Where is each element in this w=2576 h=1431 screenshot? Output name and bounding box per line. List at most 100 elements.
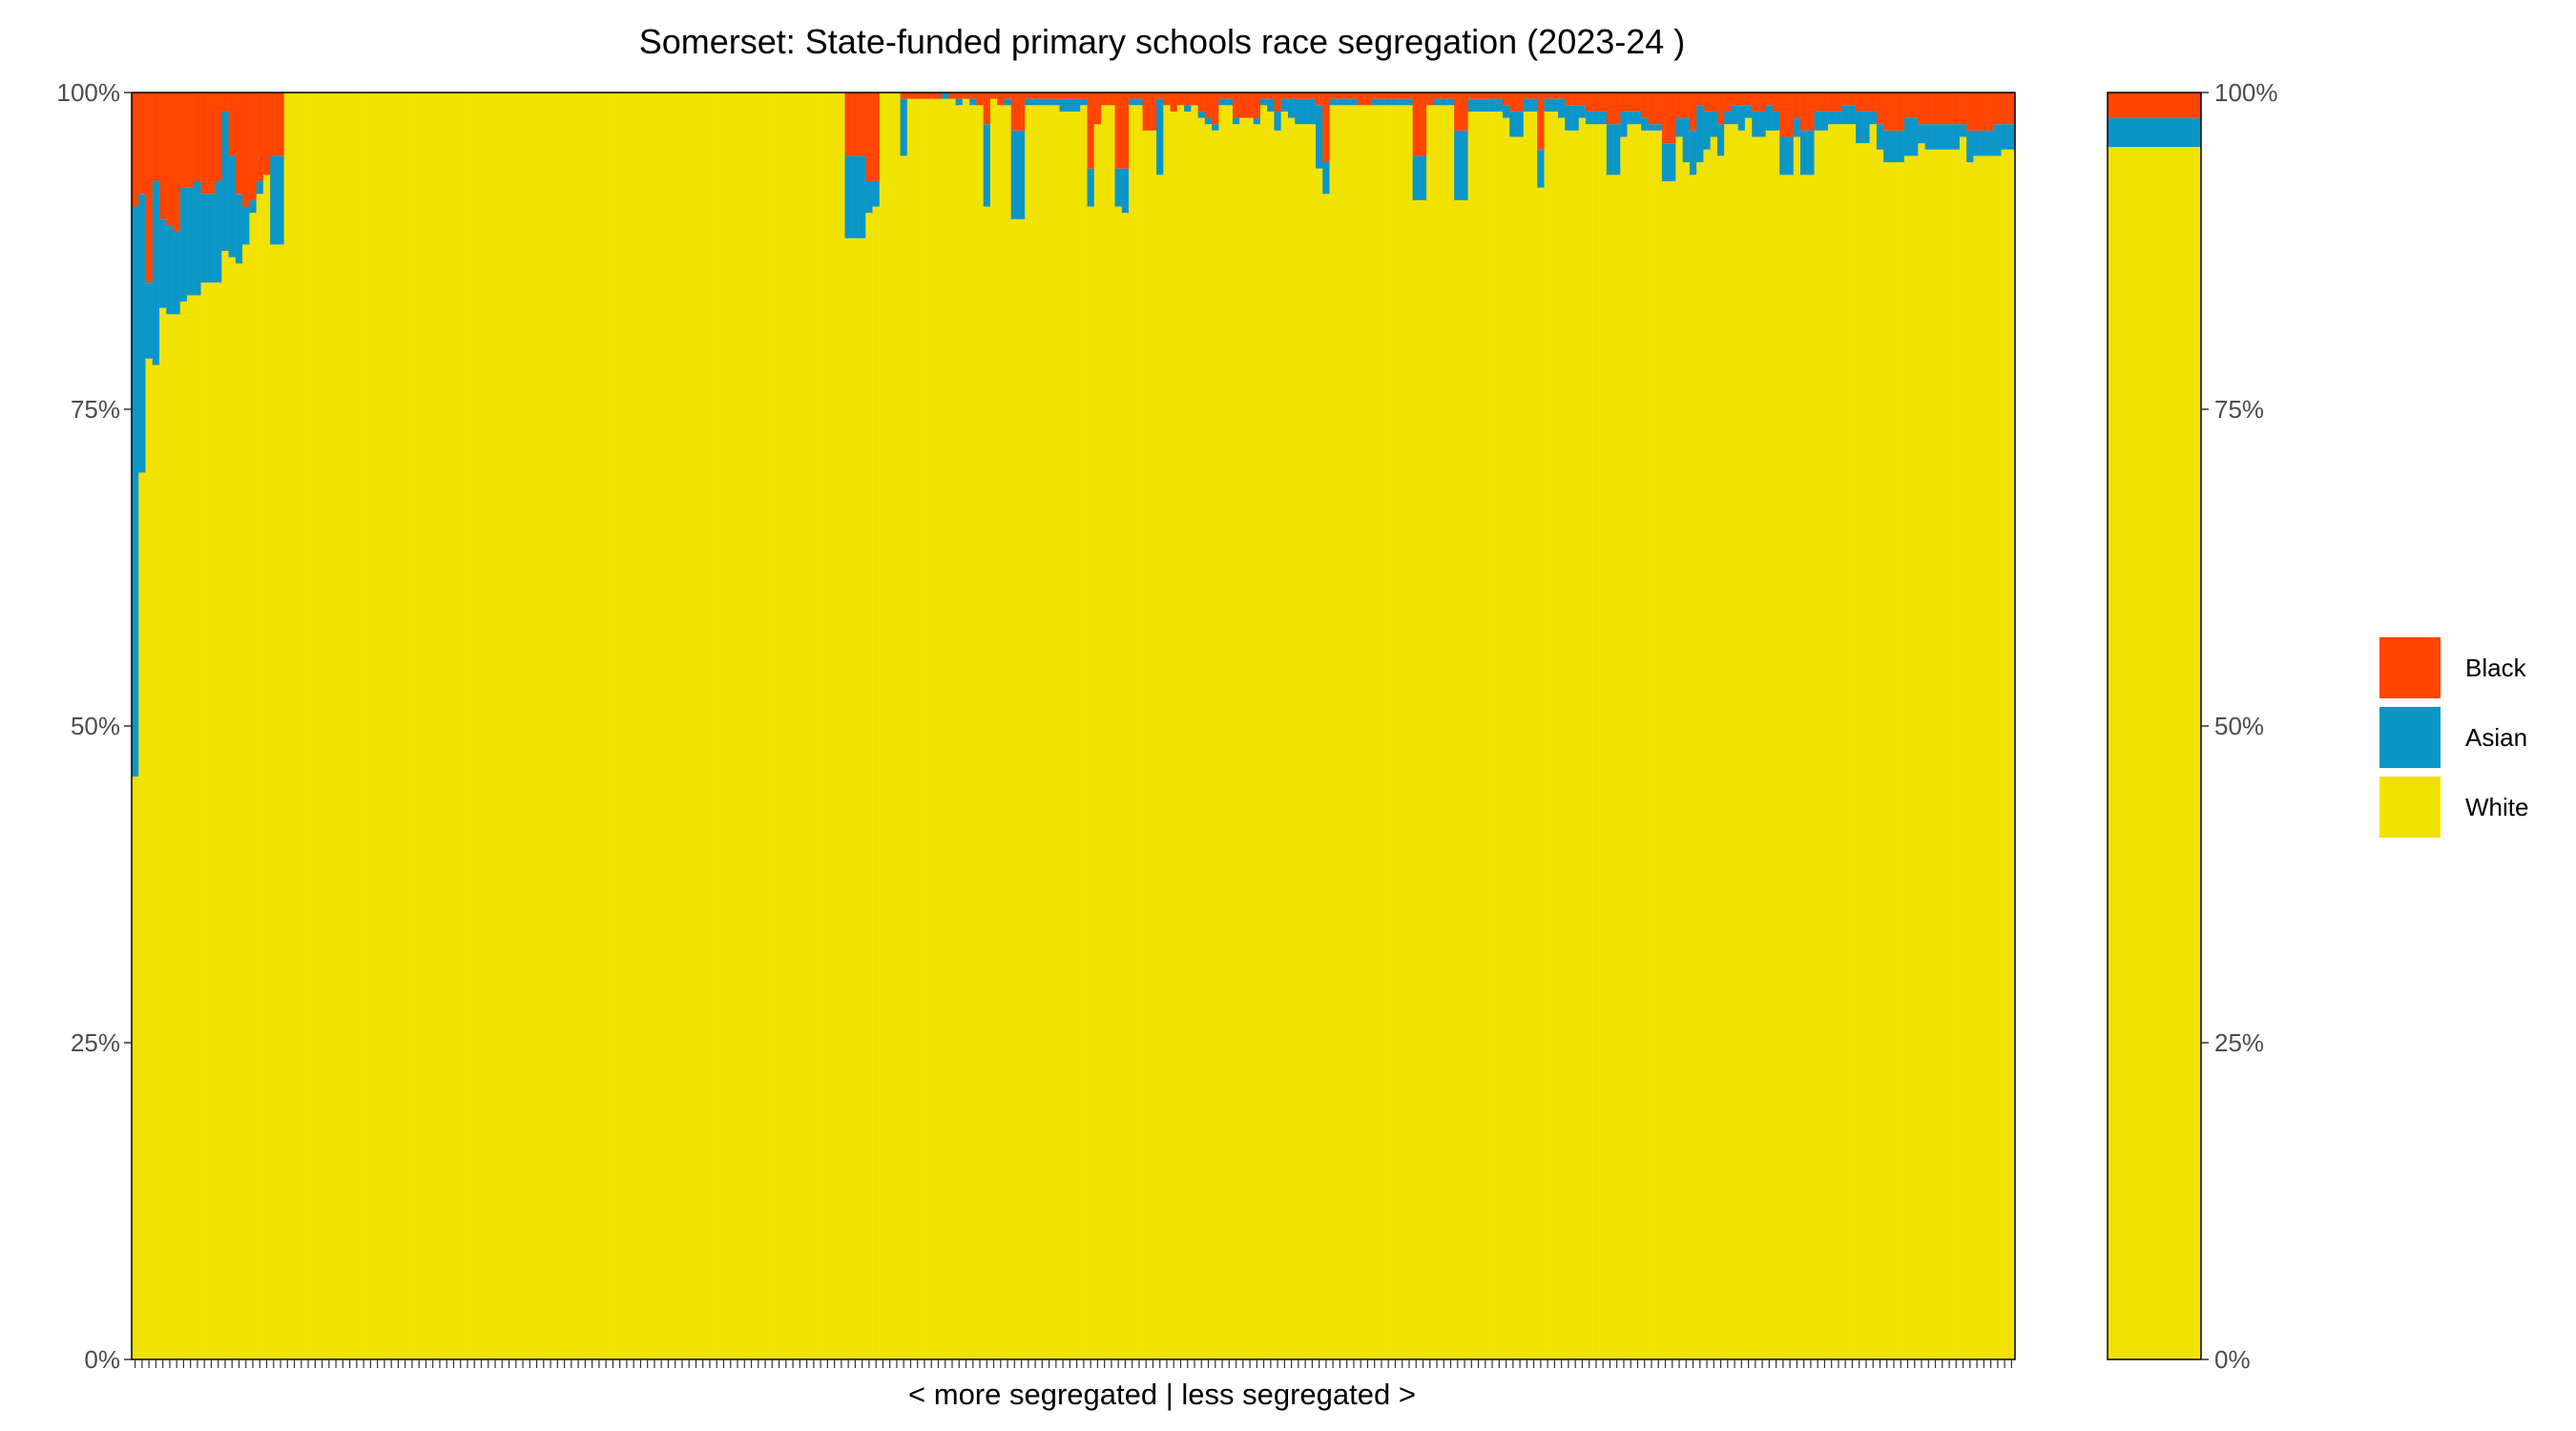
- school-bar: [1482, 93, 1489, 1359]
- school-bar: [1017, 93, 1026, 1359]
- black-segment: [1841, 93, 1850, 106]
- school-bar: [1994, 93, 2002, 1359]
- black-segment: [262, 93, 271, 176]
- black-segment: [1073, 93, 1081, 99]
- school-bar: [387, 93, 396, 1359]
- white-segment: [1752, 136, 1759, 1360]
- black-segment: [1384, 93, 1393, 99]
- white-segment: [402, 93, 409, 1359]
- school-bar: [207, 93, 216, 1360]
- school-bar: [1025, 93, 1032, 1359]
- school-bar: [360, 93, 368, 1359]
- black-segment: [1814, 93, 1822, 112]
- white-segment: [228, 257, 237, 1359]
- white-segment: [1918, 143, 1926, 1359]
- black-segment: [1599, 93, 1608, 112]
- black-segment: [1059, 93, 1068, 99]
- black-segment: [921, 93, 928, 99]
- white-segment: [1239, 117, 1247, 1359]
- white-segment: [782, 93, 790, 1359]
- black-segment: [1800, 93, 1808, 131]
- white-segment: [1052, 105, 1060, 1359]
- asian-segment: [1800, 130, 1808, 176]
- school-bar: [443, 93, 451, 1359]
- black-segment: [1862, 93, 1870, 112]
- white-segment: [761, 93, 770, 1359]
- asian-segment: [1758, 111, 1767, 137]
- school-bar: [1295, 93, 1302, 1360]
- white-segment: [823, 93, 832, 1359]
- black-segment: [1066, 93, 1074, 99]
- school-bar: [1087, 93, 1095, 1359]
- asian-segment: [1627, 111, 1635, 125]
- white-segment: [540, 93, 548, 1359]
- asian-segment: [1087, 168, 1095, 207]
- white-segment: [1059, 111, 1068, 1359]
- white-segment: [290, 93, 299, 1359]
- asian-segment: [1578, 105, 1587, 118]
- white-segment: [1986, 156, 1995, 1359]
- school-bar: [1952, 93, 1961, 1359]
- black-segment: [1807, 93, 1815, 131]
- white-segment: [1080, 105, 1088, 1359]
- white-segment: [1931, 149, 1940, 1359]
- black-segment: [1225, 93, 1234, 99]
- school-bar: [304, 93, 313, 1359]
- school-bar: [270, 93, 278, 1359]
- white-segment: [934, 98, 943, 1359]
- white-segment: [145, 358, 154, 1359]
- asian-segment: [166, 225, 174, 315]
- white-segment: [381, 93, 388, 1359]
- black-segment: [1682, 93, 1691, 118]
- school-bar: [672, 93, 679, 1359]
- white-segment: [1800, 175, 1808, 1359]
- school-bar: [159, 93, 167, 1359]
- school-bar: [242, 93, 250, 1359]
- asian-segment: [1184, 105, 1192, 112]
- black-segment: [872, 93, 881, 181]
- school-bar: [1010, 93, 1019, 1359]
- white-segment: [283, 93, 292, 1359]
- black-segment: [1176, 93, 1185, 106]
- asian-segment: [207, 194, 216, 283]
- school-bar: [1371, 93, 1379, 1359]
- black-segment: [270, 93, 278, 156]
- white-segment: [1980, 156, 1988, 1359]
- school-bar: [823, 93, 832, 1359]
- black-segment: [1204, 93, 1213, 118]
- school-bar: [1101, 93, 1109, 1359]
- school-bar: [782, 93, 790, 1359]
- black-segment: [1641, 93, 1649, 118]
- white-segment: [851, 238, 860, 1360]
- asian-segment: [1565, 105, 1572, 131]
- white-segment: [893, 93, 901, 1359]
- white-segment: [1474, 111, 1483, 1359]
- white-segment: [415, 93, 424, 1359]
- black-segment: [1966, 93, 1974, 131]
- asian-segment: [1080, 98, 1088, 106]
- asian-segment: [1225, 98, 1234, 106]
- asian-segment: [1682, 117, 1691, 163]
- school-bar: [2001, 93, 2009, 1359]
- white-segment: [138, 472, 146, 1359]
- white-segment: [339, 93, 347, 1359]
- asian-segment: [1267, 98, 1275, 112]
- school-bar: [755, 93, 762, 1359]
- school-bar: [1225, 93, 1234, 1359]
- black-segment: [1399, 93, 1406, 99]
- black-segment: [1980, 93, 1988, 131]
- school-bar: [1814, 93, 1822, 1360]
- black-segment: [1482, 93, 1489, 99]
- school-bar: [498, 93, 507, 1359]
- school-bar: [1682, 93, 1691, 1359]
- white-segment: [1994, 156, 2002, 1359]
- white-segment: [1378, 105, 1385, 1359]
- school-bar: [727, 93, 735, 1359]
- asian-segment: [1862, 111, 1870, 144]
- school-bar: [339, 93, 347, 1359]
- black-segment: [1495, 93, 1504, 99]
- white-segment: [692, 93, 700, 1359]
- white-segment: [1170, 111, 1178, 1359]
- asian-segment: [194, 180, 201, 296]
- black-segment: [1426, 93, 1434, 106]
